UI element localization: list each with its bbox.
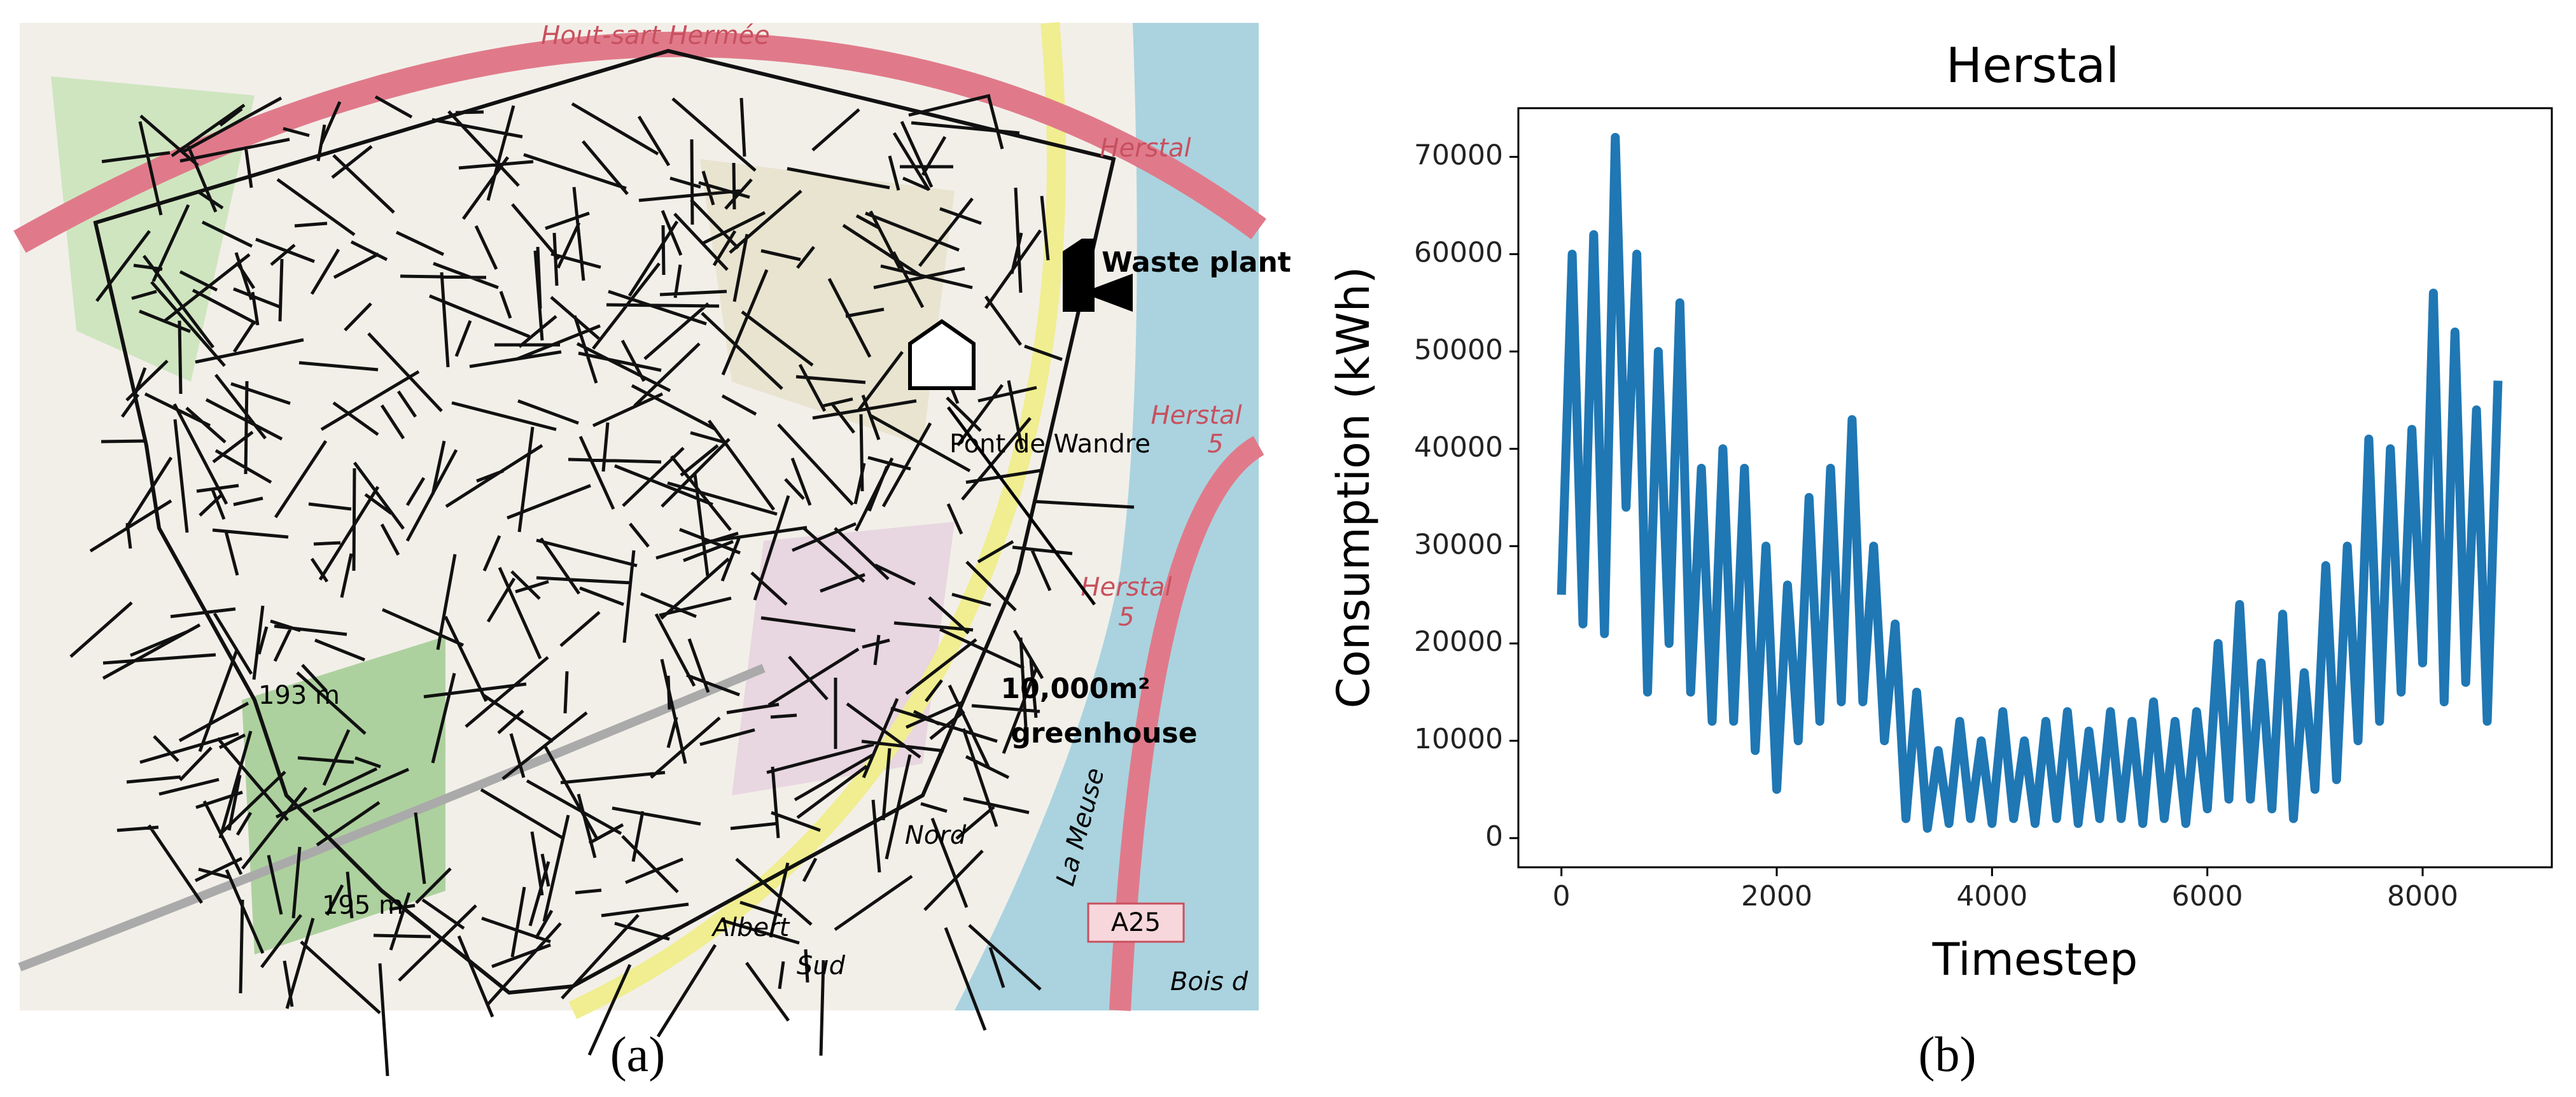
green-area [242,636,445,954]
x-tick-label: 8000 [2387,880,2458,912]
railway [18,664,766,972]
map-label: 5 [1207,430,1223,459]
map-label: Herstal [1081,573,1172,602]
waste-plant-icon [1063,239,1133,312]
x-tick-label: 2000 [1741,880,1812,912]
street-lines [69,94,1135,1077]
x-tick-label: 0 [1553,880,1571,912]
x-axis-label: Timestep [1932,933,2138,986]
field-area [700,159,955,445]
map-label: Hout-sart Hermée [541,21,770,50]
greenhouse-size: 10,000m² [1001,673,1151,705]
road-shield [1087,902,1185,943]
x-tick-label: 6000 [2172,880,2243,912]
motorway [13,31,1266,253]
map: Hout-sart Hermée Herstal Herstal Herstal… [13,21,1291,1077]
y-tick-label: 50000 [1414,333,1503,366]
map-label: 195 m [322,891,403,920]
data-line [1557,132,2503,833]
map-label: Pont de Wandre [949,430,1151,459]
map-label: A25 [1111,908,1161,937]
waste-plant-label-text: Waste plant [1102,246,1291,279]
map-label: 5 [1118,603,1134,632]
x-tick-label: 4000 [1956,880,2027,912]
plot-area: 0 10000 20000 30000 40000 50000 60000 70000 0 200… [1414,107,2553,912]
y-tick-label: 30000 [1414,528,1503,561]
y-tick-label: 10000 [1414,723,1503,755]
y-tick-label: 70000 [1414,139,1503,171]
river [955,23,1259,1010]
greenhouse-label: greenhouse [1011,717,1197,750]
map-label: Herstal [1100,134,1191,163]
y-tick-label: 60000 [1414,236,1503,269]
network-outline [93,48,1116,995]
axes-frame [1517,107,2553,869]
map-label: Bois d [1170,967,1249,996]
y-tick-label: 0 [1485,820,1503,853]
map-label: Sud [797,951,846,981]
greenhouse-pointer [946,406,1096,606]
chart-title: Herstal [1946,37,2119,94]
map-label: Herstal [1151,401,1242,430]
y-tick-label: 20000 [1414,625,1503,658]
map-label: Albert [711,913,790,942]
network [69,48,1135,1077]
map-label: 193 m [258,681,340,710]
caption: (b) [1919,1026,1977,1082]
greenhouse-icon [908,319,976,390]
map-label: Nord [905,821,967,850]
motorway [1109,436,1264,1011]
y-tick-label: 40000 [1414,431,1503,463]
waste-plant-label: Waste plant [1102,246,1291,279]
y-axis-label: Consumption (kWh) [1327,267,1380,709]
caption: (a) [610,1026,666,1082]
